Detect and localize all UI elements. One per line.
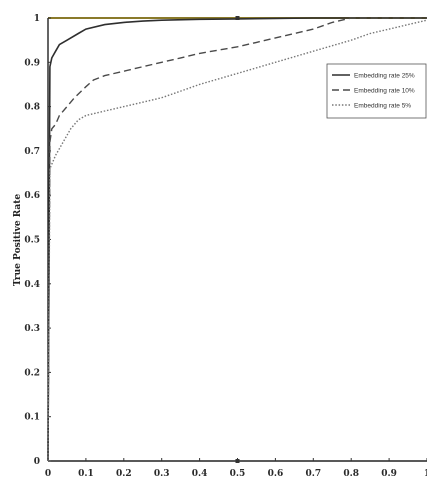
legend-box [326,63,427,119]
x-tick-label: 0.1 [78,469,94,479]
y-tick-label: 0.2 [24,368,40,378]
x-tick-label: 0.8 [343,469,359,479]
y-tick-label: 0.8 [24,103,40,113]
x-tick-label: 0.3 [154,469,170,479]
y-tick-label: 0.5 [24,236,40,246]
y-tick-labels: 0 0.1 0.2 0.3 0.4 0.5 0.6 0.7 0.8 0.9 1 [24,14,51,467]
series-line [47,17,427,462]
x-tick-label: 0.5 [230,469,246,479]
x-tick-labels: 0 0.1 0.2 0.3 0.4 0.5 0.6 0.7 0.8 0.9 1 [45,458,427,479]
y-tick-label: 1 [34,14,40,24]
x-tick-label: 0.4 [192,469,208,479]
series-line [47,19,427,462]
y-tick-label: 0.1 [24,413,40,423]
x-tick-label: 0.2 [116,469,132,479]
x-tick-label: 0.9 [381,469,397,479]
y-tick-label: 0.4 [24,280,40,290]
y-axis-title: True Positive Rate [13,194,23,287]
series-line [47,17,427,462]
y-tick-label: 0.7 [24,147,40,157]
x-tick-label: 0.6 [268,469,284,479]
y-tick-label: 0.6 [24,191,40,201]
x-tick-label: 0.7 [305,469,321,479]
legend-label: Embedding rate 10% [354,88,415,95]
series-lines [47,17,427,462]
legend: Embedding rate 25% Embedding rate 10% Embe… [326,63,427,119]
legend-label: Embedding rate 25% [354,73,415,80]
x-tick-label: 1 [424,469,427,479]
legend-label: Embedding rate 5% [354,103,411,110]
y-tick-label: 0 [34,457,40,467]
y-tick-label: 0.9 [24,58,40,68]
top-mid-marker [235,16,240,20]
y-tick-label: 0.3 [24,324,40,334]
x-tick-label: 0 [45,469,51,479]
